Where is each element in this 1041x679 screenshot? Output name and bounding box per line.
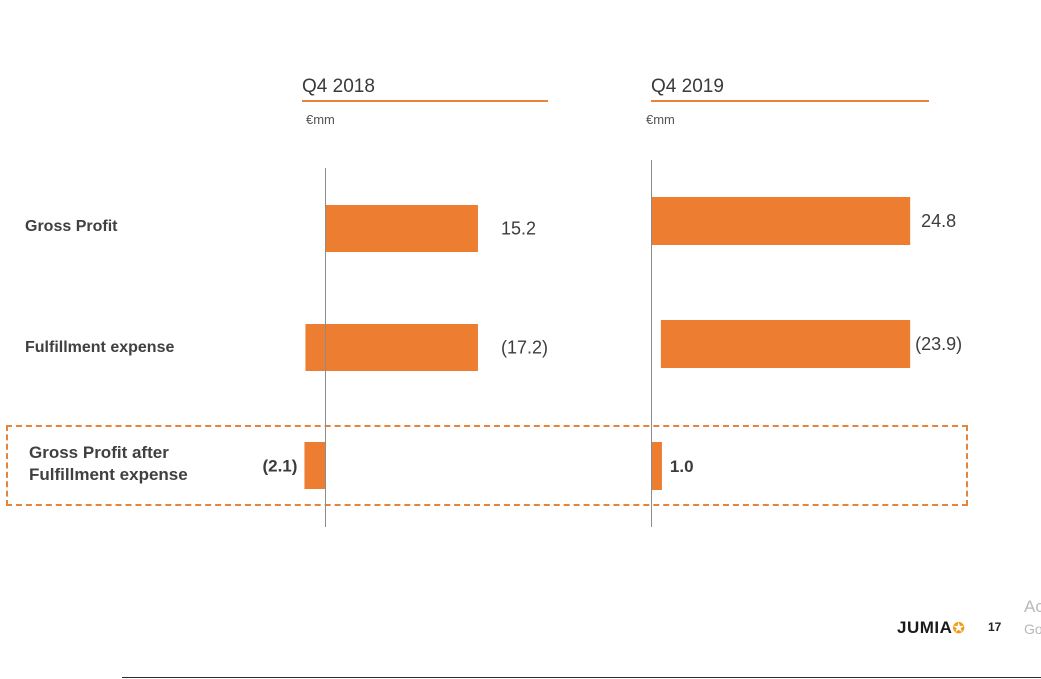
watermark-line-2: Go bbox=[1024, 621, 1041, 637]
bar-q4-2019-2 bbox=[660, 320, 911, 368]
bar-q4-2018-2 bbox=[305, 324, 478, 371]
bottom-divider bbox=[122, 677, 1041, 678]
value-label-q4-2018-3: (2.1) bbox=[262, 457, 297, 476]
q4-2018-underline bbox=[302, 100, 548, 102]
q4-2018-title: Q4 2018 bbox=[302, 76, 375, 97]
bar-q4-2019-1 bbox=[651, 197, 911, 245]
q4-2018-unit: €mm bbox=[306, 112, 335, 127]
row-label-gross-profit-after-fulfillment: Gross Profit after Fulfillment expense bbox=[29, 442, 188, 486]
bar-q4-2018-1 bbox=[325, 205, 478, 252]
q4-2019-underline bbox=[651, 100, 929, 102]
bar-q4-2019-3 bbox=[651, 442, 662, 490]
jumia-logo: JUMIA✪ bbox=[897, 618, 965, 638]
row-label-fulfillment-expense: Fulfillment expense bbox=[25, 339, 175, 356]
watermark-line-1: Ac bbox=[1024, 597, 1041, 616]
highlight-box bbox=[6, 425, 968, 506]
page-number: 17 bbox=[988, 620, 1002, 634]
row-label-gross-profit: Gross Profit bbox=[25, 218, 118, 235]
value-label-q4-2019-3: 1.0 bbox=[670, 457, 694, 476]
value-label-q4-2019-2: (23.9) bbox=[915, 334, 962, 354]
q4-2019-unit: €mm bbox=[646, 112, 675, 127]
bar-q4-2018-3 bbox=[304, 442, 326, 489]
value-label-q4-2018-2: (17.2) bbox=[501, 338, 548, 358]
q4-2019-title: Q4 2019 bbox=[651, 76, 724, 97]
value-label-q4-2018-1: 15.2 bbox=[501, 219, 536, 239]
value-label-q4-2019-1: 24.8 bbox=[921, 211, 956, 231]
logo-text: JUMIA bbox=[897, 618, 953, 637]
star-icon: ✪ bbox=[952, 620, 966, 637]
row-label-line-2: Fulfillment expense bbox=[29, 465, 188, 484]
row-label-line-1: Gross Profit after bbox=[29, 443, 169, 462]
